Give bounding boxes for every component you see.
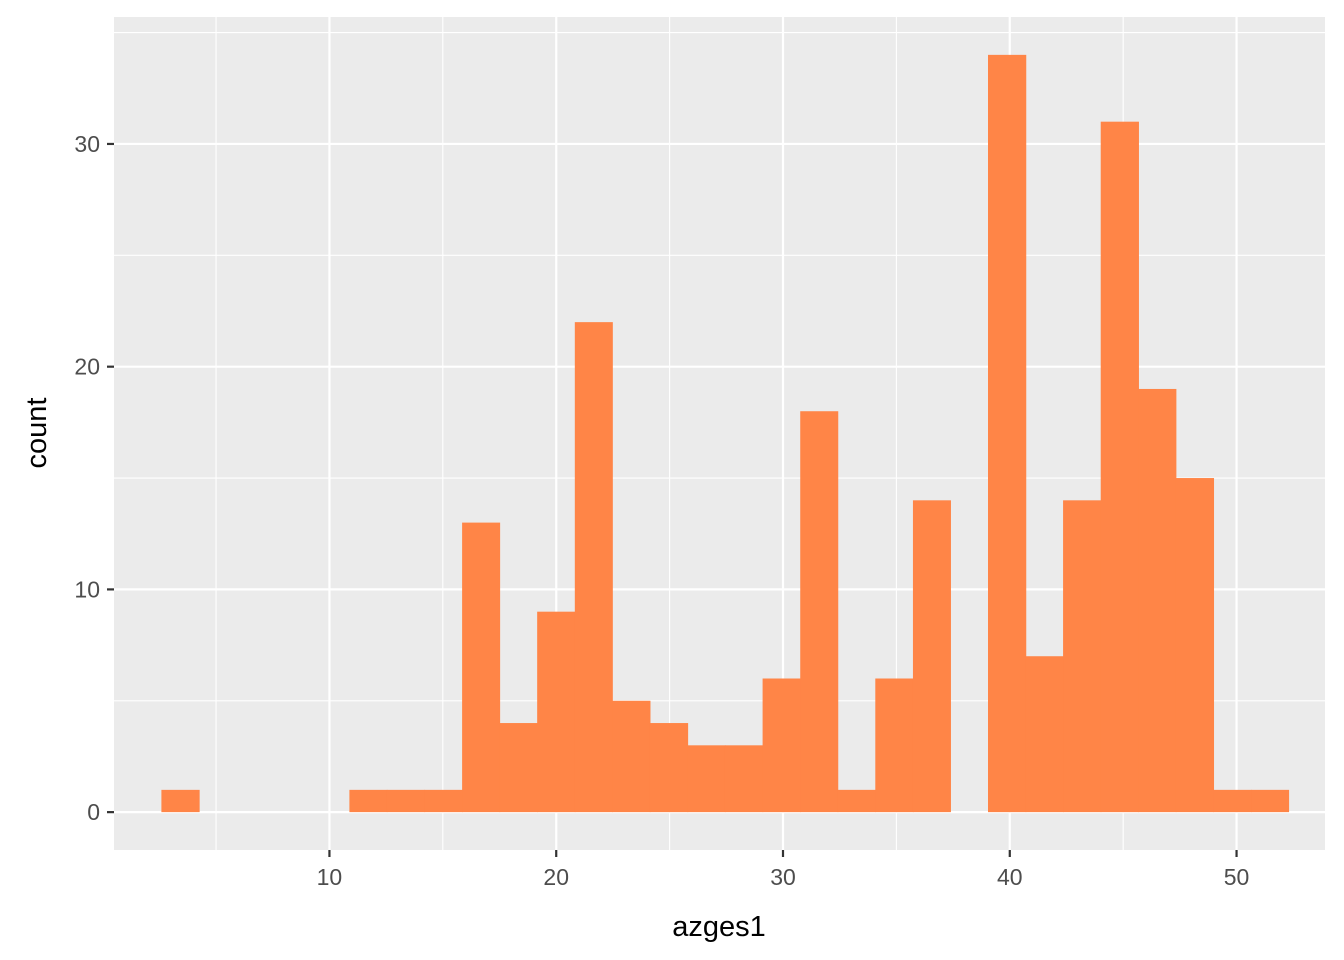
y-axis-title: count <box>21 398 53 469</box>
histogram-bar <box>161 789 200 813</box>
x-tick-label: 10 <box>317 864 343 890</box>
histogram-bar <box>424 789 463 813</box>
y-tick-label: 10 <box>74 576 100 602</box>
histogram-bar <box>1063 500 1102 813</box>
histogram-bar <box>612 700 651 813</box>
histogram-bar <box>912 500 951 813</box>
histogram-bar <box>349 789 388 813</box>
histogram-bar <box>988 54 1027 813</box>
x-tick-label: 20 <box>543 864 569 890</box>
x-tick-label: 40 <box>997 864 1023 890</box>
histogram-bar <box>1025 656 1064 813</box>
x-axis-title: azges1 <box>672 911 766 943</box>
histogram-bar <box>462 522 501 813</box>
histogram-bar <box>499 723 538 813</box>
histogram-bar <box>875 678 914 813</box>
histogram-bar <box>386 789 426 813</box>
histogram-bar <box>800 411 839 813</box>
x-axis: 10 20 30 40 50 <box>317 850 1250 890</box>
histogram-bar <box>837 789 876 813</box>
histogram-bar <box>537 611 576 813</box>
y-tick-label: 0 <box>87 799 100 825</box>
y-axis: 0 10 20 30 <box>74 131 114 825</box>
histogram-bar <box>762 678 801 813</box>
y-tick-label: 30 <box>74 131 100 157</box>
histogram-bar <box>1138 388 1177 813</box>
histogram-bars <box>161 54 1290 813</box>
x-tick-label: 30 <box>770 864 796 890</box>
histogram-bar <box>1251 789 1290 813</box>
histogram-bar <box>649 723 689 813</box>
y-tick-label: 20 <box>74 354 100 380</box>
histogram-bar <box>687 745 726 813</box>
x-tick-label: 50 <box>1224 864 1250 890</box>
histogram-bar <box>724 745 764 813</box>
histogram-bar <box>1100 121 1139 813</box>
histogram-bar <box>1213 789 1252 813</box>
histogram-bar <box>1175 478 1215 813</box>
histogram-bar <box>574 322 613 813</box>
